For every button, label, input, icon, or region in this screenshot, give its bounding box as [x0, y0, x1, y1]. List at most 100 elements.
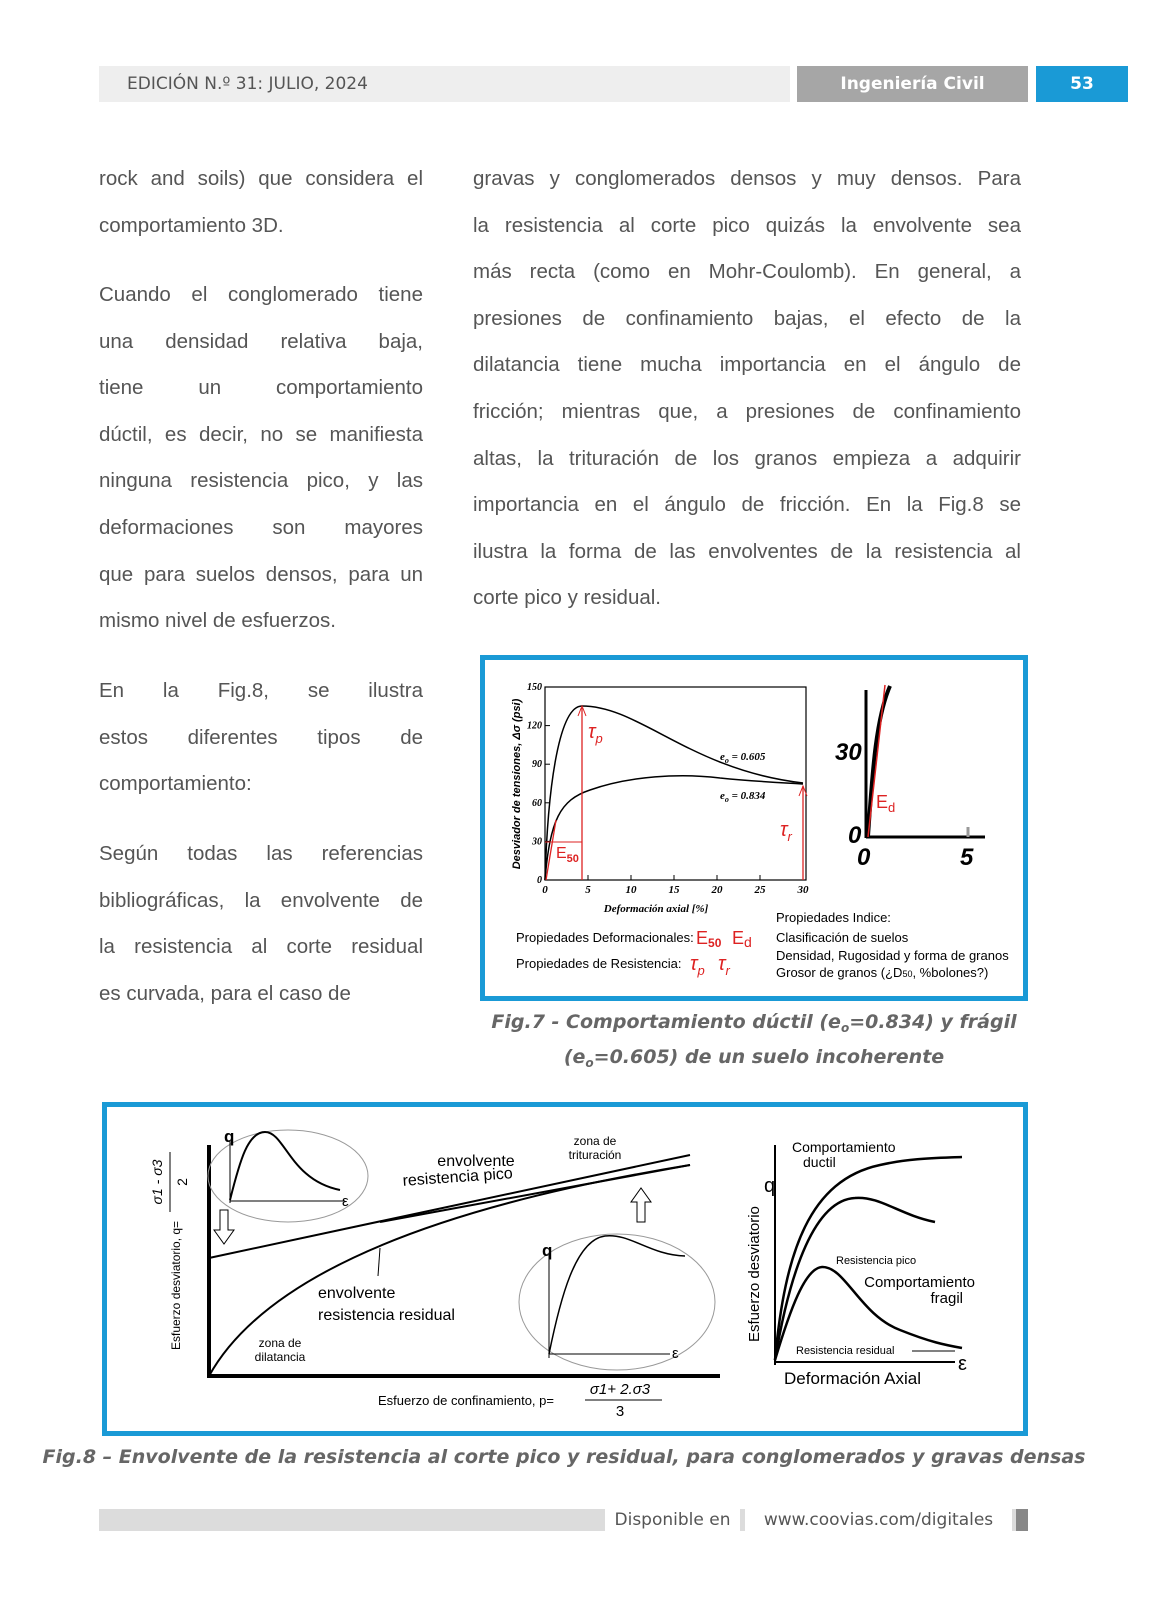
x-tick-label: 20	[711, 884, 724, 896]
inset-curve	[866, 685, 892, 837]
y-tick-label: 120	[527, 721, 542, 732]
text-line: que para suelos densos, para un	[99, 562, 423, 586]
tau-p: τp	[588, 721, 603, 746]
fig8-y-label: Esfuerzo desviatorio, q=	[169, 1221, 183, 1350]
text-line: es curvada, para el caso de	[99, 981, 351, 1005]
x-tick-label: 5	[585, 884, 591, 896]
dilatancy-zone: zona de	[259, 1336, 302, 1350]
mid-curve	[773, 1196, 936, 1361]
inset-ellipse	[518, 1233, 716, 1371]
sub: r	[725, 963, 730, 978]
text-line: gravas y conglomerados densos y muy dens…	[473, 167, 1021, 190]
index-item: Grosor de granos (¿D50, %bolones?)	[776, 965, 988, 980]
deformational: Propiedades Deformacionales:	[516, 930, 694, 945]
sub: o	[725, 756, 729, 765]
fig8-right-x-label: Deformación Axial	[784, 1369, 921, 1388]
residual-envelope	[208, 1164, 691, 1377]
text-line: Según todas las referencias	[99, 842, 423, 865]
text-line: dúctil, es decir, no se manifiesta	[99, 422, 423, 446]
ductile-curve	[773, 1155, 963, 1361]
sym: E	[696, 928, 708, 948]
brittle-curve	[773, 1265, 963, 1361]
text-line: la resistencia al corte residual	[99, 935, 423, 959]
x-tick-label: 0	[542, 884, 548, 896]
crushing-zone: zona de	[574, 1134, 617, 1148]
text-line: comportamiento:	[99, 772, 252, 796]
text-line: ninguna resistencia pico, y las	[99, 469, 423, 493]
leader	[377, 1247, 381, 1277]
sym: τ	[588, 721, 597, 743]
footer-block	[1016, 1509, 1028, 1531]
def-ed: Ed	[732, 928, 752, 950]
sym: E	[556, 845, 567, 862]
curve-label: eo = 0.605	[720, 751, 766, 765]
res-tau-p: τp	[690, 953, 705, 978]
fig8-x-label: Esfuerzo de confinamiento, p=	[378, 1393, 554, 1408]
fig7-frame	[480, 655, 1028, 1001]
fig8-caption: Fig.8 – Envolvente de la resistencia al …	[43, 1446, 1086, 1468]
fig8-y-den: 2	[174, 1178, 190, 1186]
text-line: más recta (como en Mohr-Coulomb). En gen…	[473, 260, 1021, 284]
text-line: En la Fig.8, se ilustra	[99, 679, 423, 702]
sub: r	[787, 829, 792, 844]
footer-available: Disponible en	[605, 1508, 740, 1532]
sym: τ	[690, 953, 699, 975]
fig7-caption: Fig.7 - Comportamiento dúctil (eo=0.834)…	[491, 1011, 1017, 1035]
y-tick-label: 60	[532, 798, 542, 809]
inset-tick-label: 5	[960, 844, 974, 871]
sub: 50	[902, 969, 912, 979]
brittle: fragil	[930, 1290, 963, 1307]
txt: = 0.605	[729, 751, 766, 763]
fig7-x-label: Deformación axial [%]	[603, 903, 709, 915]
inset-tick-label: 30	[835, 739, 862, 766]
edition: EDICIÓN N.º 31: JULIO, 2024	[127, 74, 368, 94]
fig8-y-num: σ1 - σ3	[149, 1159, 165, 1204]
text-line: corte pico y residual.	[473, 586, 662, 610]
peak-label: Resistencia pico	[836, 1255, 916, 1267]
sym: τ	[718, 953, 727, 975]
text-line: altas, la trituración de los granos empi…	[473, 446, 1021, 470]
e50-line	[545, 819, 557, 881]
text-line: mismo nivel de esfuerzos.	[99, 609, 336, 633]
sym: τ	[780, 819, 789, 841]
index-title: Propiedades Indice:	[776, 910, 891, 925]
sub: 50	[708, 936, 722, 950]
fig8-frame	[102, 1102, 1028, 1436]
txt: =0.605) de un suelo incoherente	[594, 1046, 945, 1068]
txt: =0.834) y frágil	[849, 1011, 1017, 1033]
fig8-right-y-label: Esfuerzo desviatorio	[746, 1206, 763, 1342]
txt: Fig.7 - Comportamiento dúctil (e	[491, 1011, 841, 1033]
fig7-caption: (eo=0.605) de un suelo incoherente	[564, 1046, 944, 1070]
residual-label: Resistencia residual	[796, 1345, 894, 1357]
sub: o	[725, 795, 729, 804]
arrow	[798, 784, 808, 797]
curve-loose	[544, 775, 804, 881]
curve-label: eo = 0.834	[720, 790, 766, 804]
index-item: Clasificación de suelos	[776, 930, 909, 945]
sym: E	[876, 792, 888, 812]
res-tau-r: τr	[718, 953, 730, 978]
text-line: fricción; mientras que, a presiones de c…	[473, 400, 1021, 423]
inset-ed-line	[867, 684, 886, 838]
inset-curve	[229, 1130, 341, 1201]
x-tick-label: 10	[626, 884, 638, 896]
sym: e	[720, 751, 725, 763]
dilatancy-zone: dilatancia	[255, 1350, 306, 1364]
footer-url: www.coovias.com/digitales	[745, 1508, 1012, 1532]
index-item: Densidad, Rugosidad y forma de granos	[776, 948, 1009, 963]
inset-ed: Ed	[876, 792, 895, 815]
arrow-up	[630, 1187, 652, 1223]
fig8-right-q: q	[764, 1175, 775, 1197]
text-line: una densidad relativa baja,	[99, 329, 423, 353]
inset-ellipse	[207, 1129, 369, 1223]
peak-envelope-label: envolvente	[437, 1153, 514, 1170]
sub: d	[888, 800, 895, 815]
sub: o	[585, 1056, 593, 1070]
fig7-plot-frame	[544, 686, 807, 881]
tau-r: τr	[780, 819, 792, 844]
text-line: ilustra la forma de las envolventes de l…	[473, 539, 1021, 563]
inset-tick-label: 0	[857, 844, 871, 871]
y-tick-label: 30	[531, 836, 542, 847]
page-number: 53	[1036, 66, 1128, 102]
arrow	[577, 704, 587, 717]
